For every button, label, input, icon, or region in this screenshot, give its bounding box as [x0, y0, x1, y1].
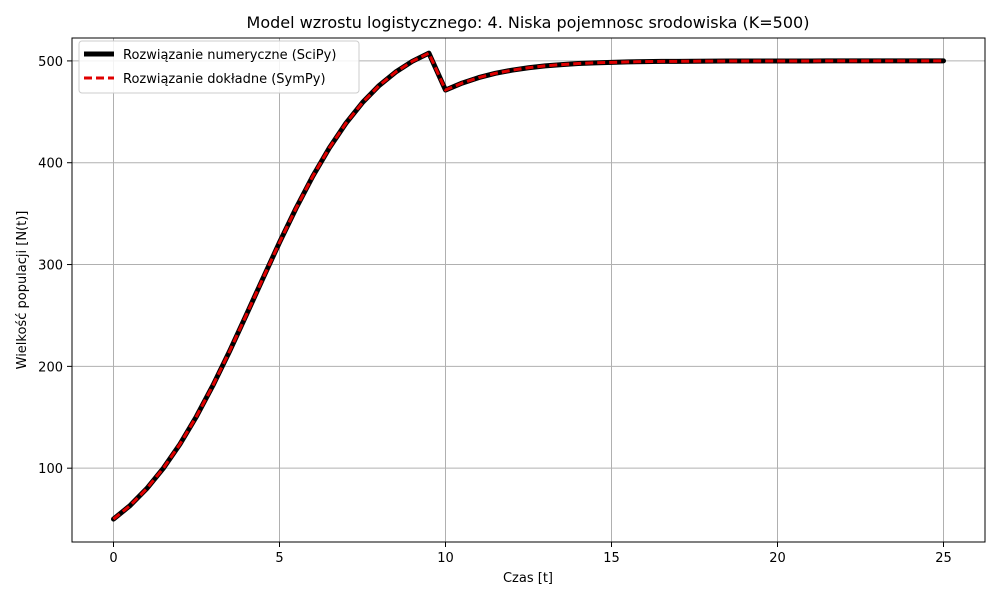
x-tick-label: 0 [109, 551, 117, 566]
grid-lines [72, 38, 985, 542]
legend-label-numeric: Rozwiązanie numeryczne (SciPy) [123, 48, 336, 63]
y-tick-label: 500 [38, 55, 63, 70]
y-tick-label: 400 [38, 157, 63, 172]
y-tick-label: 100 [38, 462, 63, 477]
y-axis-label: Wielkość populacji [N(t)] [15, 211, 30, 370]
x-tick-label: 5 [275, 551, 283, 566]
x-tick-label: 20 [769, 551, 786, 566]
x-tick-label: 15 [603, 551, 620, 566]
plot-area-frame [71, 37, 986, 543]
legend-label-exact: Rozwiązanie dokładne (SymPy) [123, 72, 326, 87]
y-tick-label: 200 [38, 360, 63, 375]
y-tick-label: 300 [38, 259, 63, 274]
plot-lines [111, 50, 946, 522]
axis-ticks: 0 5 10 15 20 25 100 200 300 400 500 [38, 55, 952, 566]
x-tick-label: 25 [935, 551, 952, 566]
series-line-numeric [111, 50, 946, 522]
series-line-exact [112, 51, 944, 521]
x-axis-label: Czas [t] [503, 571, 553, 586]
x-tick-label: 10 [437, 551, 454, 566]
legend: Rozwiązanie numeryczne (SciPy) Rozwiązan… [78, 40, 360, 94]
chart-title: Model wzrostu logistycznego: 4. Niska po… [247, 13, 810, 32]
legend-box [78, 40, 360, 94]
